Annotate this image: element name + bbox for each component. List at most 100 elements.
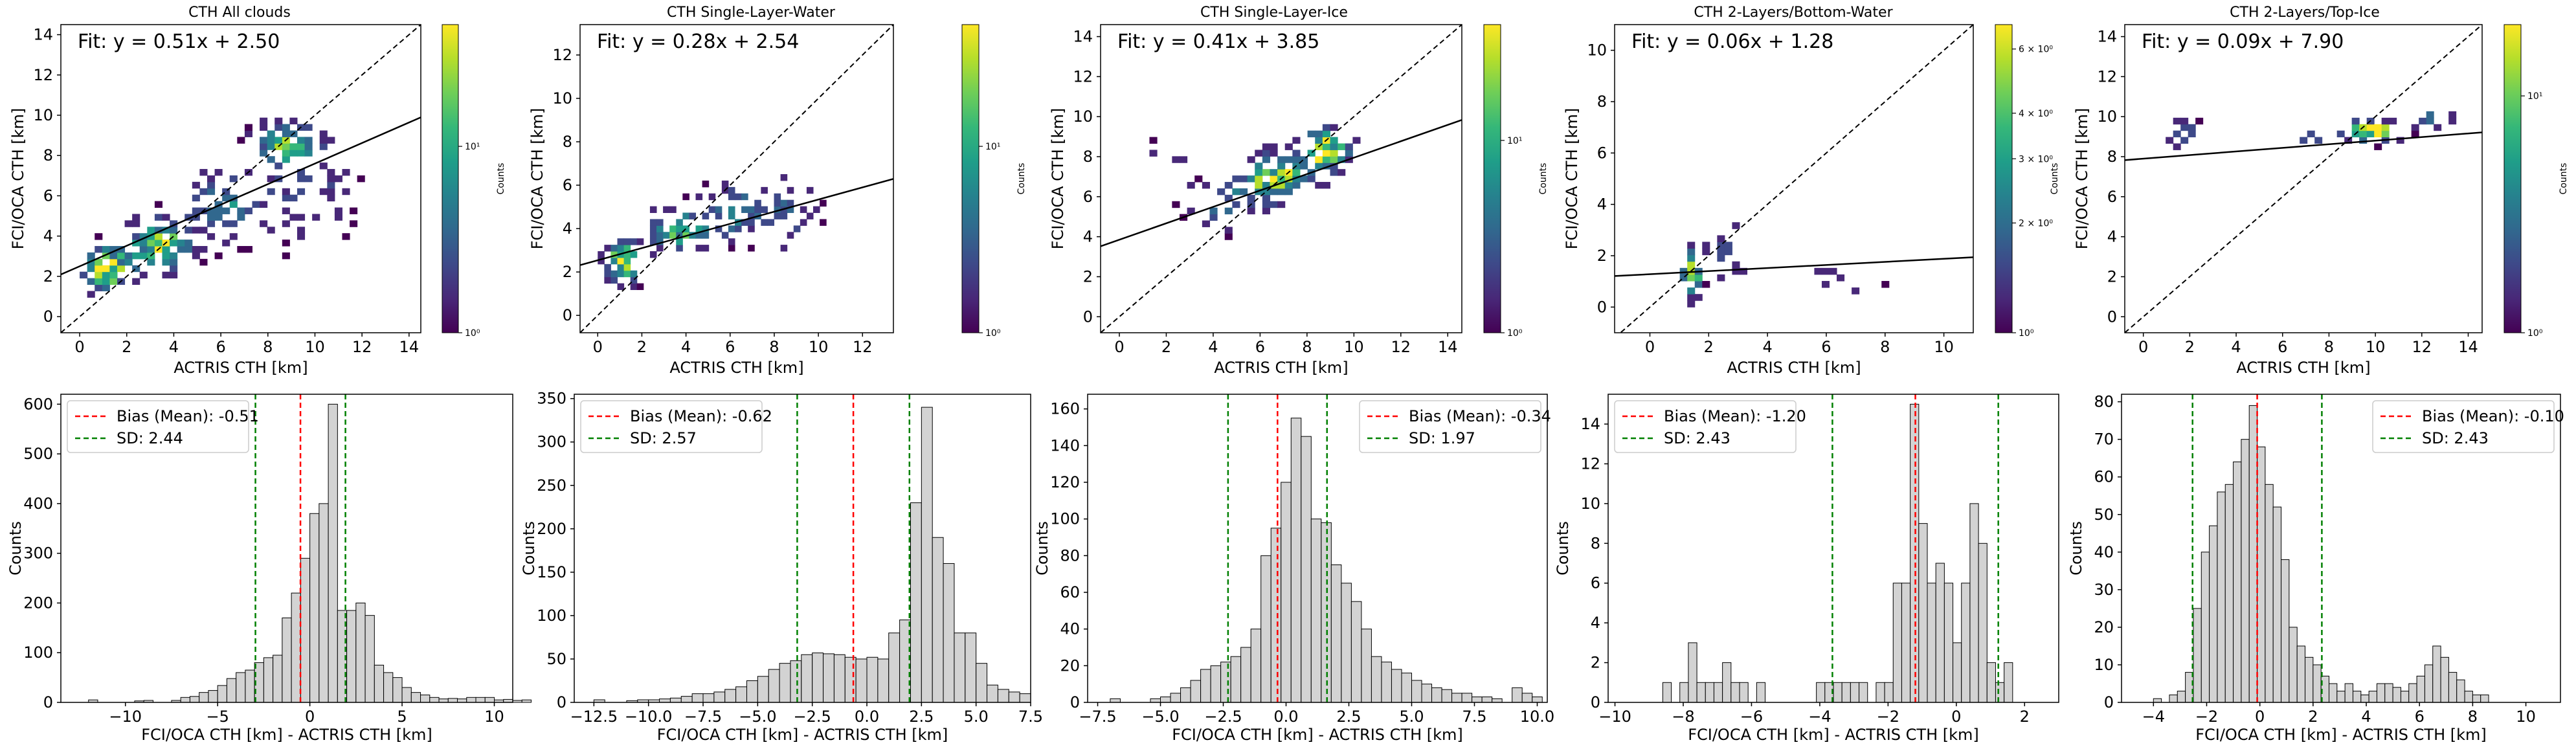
histogram-bar: [1350, 601, 1362, 703]
heatmap-cell: [282, 188, 290, 196]
histogram-bar: [319, 503, 329, 703]
heatmap-cell: [735, 193, 742, 201]
heatmap-cell: [1322, 162, 1330, 170]
y-tick-label: 0: [2104, 693, 2114, 711]
plot-frame: [60, 24, 421, 333]
histogram-bar: [2153, 698, 2162, 703]
heatmap-cell: [350, 207, 358, 214]
heatmap-cell: [682, 225, 689, 232]
heatmap-cell: [1187, 182, 1195, 189]
heatmap-cell: [102, 265, 110, 273]
heatmap-cell: [1687, 274, 1696, 282]
histogram-bar: [1696, 682, 1706, 703]
colorbar-bar: [1995, 24, 2013, 333]
legend-bias-label: Bias (Mean): -0.51: [117, 407, 259, 425]
x-tick-label: 6: [216, 338, 225, 356]
heatmap-cell: [124, 220, 133, 227]
heatmap-cell: [185, 240, 193, 247]
histogram-bar: [1381, 662, 1392, 703]
x-axis-label: ACTRIS CTH [km]: [174, 359, 308, 377]
heatmap-cell: [327, 137, 335, 144]
heatmap-cell: [87, 291, 95, 298]
heatmap-cell: [649, 232, 657, 239]
heatmap-cell: [1338, 156, 1346, 163]
heatmap-cell: [132, 278, 140, 285]
histogram-bar: [1943, 583, 1954, 703]
heatmap-cell: [109, 271, 118, 279]
y-tick-label: 14: [1073, 28, 1093, 46]
x-tick-label: −6: [1740, 708, 1763, 726]
x-tick-label: 0: [1951, 708, 1961, 726]
histogram-bar: [2432, 645, 2441, 703]
histogram-bar: [346, 610, 357, 703]
heatmap-cell: [342, 188, 350, 196]
heatmap-cell: [117, 265, 126, 273]
fit-line: [1101, 119, 1462, 247]
histogram-bar: [245, 669, 255, 703]
heatmap-cell: [1149, 137, 1158, 144]
heatmap-cell: [154, 233, 162, 240]
x-axis-label: FCI/OCA CTH [km] - ACTRIS CTH [km]: [1172, 726, 1463, 744]
heatmap-cell: [260, 143, 268, 150]
heatmap-cell: [695, 232, 703, 239]
histogram-bar: [943, 563, 955, 703]
histogram-bar: [801, 654, 813, 703]
histogram-bar: [2456, 679, 2465, 703]
heatmap-cell: [676, 245, 683, 252]
heatmap-cell: [774, 212, 781, 219]
heatmap-cell: [334, 207, 342, 214]
x-tick-label: 2: [1161, 338, 1171, 356]
histogram-bar: [1290, 418, 1302, 703]
heatmap-cell: [1307, 175, 1316, 183]
histogram-bar: [1180, 687, 1191, 703]
histogram-bar: [1250, 629, 1262, 703]
heatmap-cell: [1322, 124, 1330, 131]
heatmap-cell: [1270, 169, 1278, 176]
heatmap-cell: [636, 283, 644, 291]
heatmap-cell: [1255, 182, 1263, 189]
identity-line: [61, 25, 421, 333]
heatmap-cell: [327, 188, 335, 196]
heatmap-cell: [342, 233, 350, 240]
histogram-bar: [1461, 693, 1473, 703]
heatmap-cell: [1232, 188, 1240, 196]
heatmap-cell: [649, 251, 657, 258]
heatmap-cell: [297, 233, 306, 240]
histogram-bar: [457, 699, 467, 703]
histogram-bar: [1270, 528, 1282, 703]
x-tick-label: 6: [2415, 708, 2425, 726]
colorbar: 10⁰ 10¹ Counts: [2503, 24, 2569, 339]
colorbar: 10⁰ 2 × 10⁰ 3 × 10⁰ 4 × 10⁰ 6 × 10⁰ Counts: [1995, 24, 2060, 339]
panel-histogram-5: −4 −2 0 2 4 6 8 10 0 10 20 30 40 50 60 70 80 FCI/OCA CTH…: [2067, 393, 2564, 744]
heatmap-cell: [1224, 227, 1233, 234]
heatmap-cell: [102, 278, 110, 285]
x-tick-label: 2.5: [909, 708, 934, 726]
histogram-bar: [691, 693, 704, 703]
x-tick-label: 6: [2278, 338, 2287, 356]
heatmap-cell: [237, 207, 245, 214]
histogram-bar: [1521, 693, 1533, 703]
heatmap-cell: [2389, 117, 2397, 125]
heatmap-cell: [1322, 143, 1330, 150]
heatmap-cell: [1277, 156, 1286, 163]
heatmap-cell: [267, 143, 275, 150]
heatmap-cell: [676, 219, 683, 226]
y-tick-label: 8: [1597, 93, 1607, 111]
heatmap-cell: [207, 220, 216, 227]
heatmap-cell: [237, 137, 245, 144]
histogram-bar: [1953, 642, 1962, 703]
heatmap-cell: [267, 188, 275, 196]
heatmap-cell: [1255, 175, 1263, 183]
colorbar-bar: [2503, 24, 2522, 333]
heatmap-cell: [735, 225, 742, 232]
histogram-bar: [2224, 484, 2234, 703]
x-tick-label: 10: [2366, 338, 2386, 356]
heatmap-cell: [2381, 117, 2390, 125]
heatmap-cell: [2180, 124, 2189, 131]
plot-frame: [1614, 24, 1974, 333]
y-tick-label: 2: [43, 267, 53, 285]
heatmap-cell: [617, 245, 625, 252]
heatmap-cell: [623, 263, 631, 271]
heatmap-cell: [728, 245, 735, 252]
histogram-bar: [2201, 552, 2210, 703]
